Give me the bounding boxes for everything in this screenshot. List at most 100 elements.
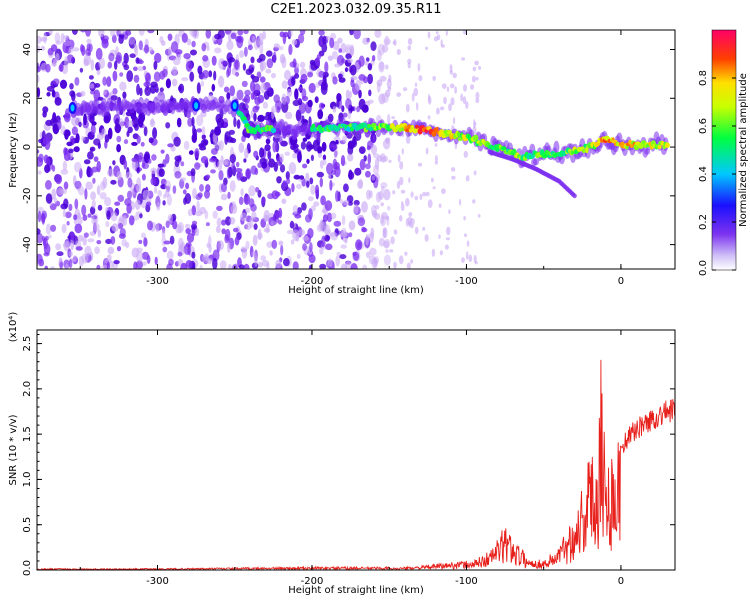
noise-blob bbox=[106, 76, 112, 88]
noise-blob bbox=[44, 164, 51, 174]
noise-blob bbox=[451, 175, 456, 180]
noise-blob bbox=[154, 52, 162, 64]
noise-blob bbox=[48, 30, 53, 36]
noise-blob bbox=[211, 55, 217, 66]
noise-blob bbox=[365, 251, 371, 259]
noise-blob bbox=[43, 32, 47, 44]
noise-blob bbox=[89, 83, 95, 89]
noise-blob bbox=[222, 117, 229, 128]
noise-blob bbox=[387, 113, 391, 126]
noise-blob bbox=[267, 193, 274, 200]
spectrogram-ylabel: Frequency (Hz) bbox=[8, 112, 19, 188]
noise-blob bbox=[325, 243, 333, 251]
noise-blob bbox=[152, 127, 158, 139]
noise-blob bbox=[340, 58, 346, 64]
noise-blob bbox=[221, 219, 227, 226]
noise-blob bbox=[205, 222, 210, 227]
ridge-point bbox=[194, 102, 199, 110]
noise-blob bbox=[384, 35, 390, 46]
noise-blob bbox=[358, 89, 362, 99]
noise-blob bbox=[387, 86, 392, 92]
noise-blob bbox=[55, 40, 62, 45]
noise-blob bbox=[162, 200, 166, 206]
ridge-point bbox=[585, 146, 589, 154]
noise-blob bbox=[86, 165, 91, 178]
noise-blob bbox=[335, 190, 340, 203]
noise-blob bbox=[51, 62, 57, 67]
noise-blob bbox=[86, 38, 92, 44]
noise-blob bbox=[191, 251, 196, 259]
noise-blob bbox=[252, 234, 258, 246]
noise-blob bbox=[336, 251, 341, 256]
noise-blob bbox=[86, 43, 91, 52]
noise-blob bbox=[172, 78, 178, 87]
noise-blob bbox=[410, 224, 414, 229]
noise-blob bbox=[361, 227, 368, 233]
noise-blob bbox=[271, 239, 278, 249]
noise-blob bbox=[373, 212, 381, 220]
noise-blob bbox=[227, 263, 233, 269]
noise-blob bbox=[219, 260, 227, 269]
snr-panel: -300 -200 -100 0 0.0 0.5 1.0 1.5 2.0 2.5 Height o… bbox=[8, 312, 676, 596]
noise-blob bbox=[207, 94, 214, 102]
noise-blob bbox=[93, 138, 101, 146]
noise-blob bbox=[162, 68, 168, 78]
noise-blob bbox=[374, 205, 380, 210]
noise-blob bbox=[191, 205, 197, 216]
noise-blob bbox=[288, 44, 293, 56]
noise-blob bbox=[382, 139, 391, 150]
noise-blob bbox=[244, 46, 248, 57]
noise-blob bbox=[37, 170, 42, 175]
noise-blob bbox=[349, 30, 354, 36]
noise-blob bbox=[249, 245, 254, 258]
noise-blob bbox=[349, 64, 357, 76]
noise-blob bbox=[104, 134, 110, 143]
noise-blob bbox=[189, 30, 197, 37]
noise-blob bbox=[74, 77, 80, 86]
noise-blob bbox=[50, 266, 55, 269]
noise-blob bbox=[64, 40, 71, 47]
noise-blob bbox=[459, 198, 462, 206]
noise-blob bbox=[153, 60, 158, 70]
noise-blob bbox=[116, 246, 122, 252]
noise-blob bbox=[89, 146, 96, 152]
noise-blob bbox=[166, 193, 172, 206]
noise-blob bbox=[138, 40, 143, 51]
noise-blob bbox=[142, 189, 150, 201]
noise-blob bbox=[399, 176, 404, 186]
noise-blob bbox=[310, 205, 316, 212]
noise-blob bbox=[266, 50, 273, 57]
noise-blob bbox=[358, 55, 365, 67]
noise-blob bbox=[117, 194, 125, 202]
noise-blob bbox=[365, 170, 371, 178]
noise-blob bbox=[329, 232, 336, 237]
noise-blob bbox=[279, 153, 284, 163]
noise-blob bbox=[46, 86, 55, 92]
noise-blob bbox=[265, 138, 271, 145]
noise-blob bbox=[96, 185, 101, 196]
noise-blob bbox=[475, 91, 480, 100]
noise-blob bbox=[37, 74, 40, 84]
ridge-point bbox=[664, 142, 670, 148]
noise-blob bbox=[308, 254, 316, 264]
noise-blob bbox=[381, 92, 389, 104]
noise-blob bbox=[388, 74, 392, 83]
noise-blob bbox=[63, 181, 69, 190]
noise-blob bbox=[321, 209, 328, 214]
noise-blob bbox=[80, 90, 86, 97]
noise-blob bbox=[235, 71, 240, 77]
noise-blob bbox=[125, 171, 133, 180]
noise-blob bbox=[299, 175, 305, 180]
noise-blob bbox=[90, 191, 97, 201]
noise-blob bbox=[119, 72, 124, 77]
noise-blob bbox=[133, 74, 140, 83]
noise-blob bbox=[286, 178, 291, 185]
noise-blob bbox=[45, 63, 51, 73]
noise-blob bbox=[232, 227, 239, 233]
noise-blob bbox=[123, 52, 129, 64]
noise-blob bbox=[363, 60, 369, 66]
noise-blob bbox=[217, 159, 223, 171]
noise-blob bbox=[347, 153, 354, 162]
noise-blob bbox=[250, 92, 255, 100]
noise-blob bbox=[450, 97, 455, 106]
